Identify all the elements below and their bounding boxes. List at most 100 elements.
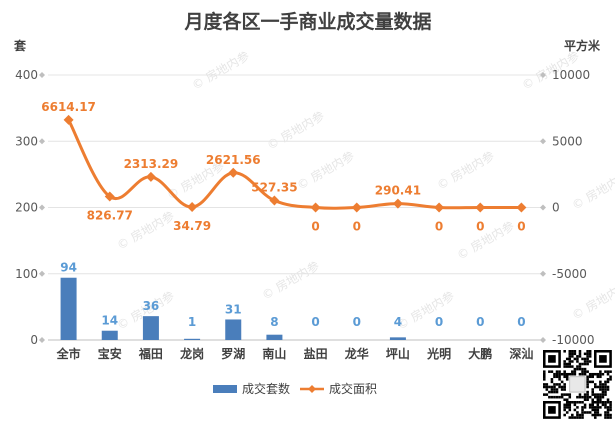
bar: [184, 338, 201, 340]
qr-module: [586, 370, 589, 373]
qr-module: [576, 367, 579, 371]
qr-module: [601, 403, 605, 407]
qr-module: [550, 370, 554, 373]
qr-module: [573, 416, 577, 419]
qr-module: [594, 372, 597, 376]
qr-module: [599, 370, 602, 373]
qr-module: [588, 406, 592, 409]
qr-code: [541, 348, 614, 421]
qr-module: [578, 365, 582, 368]
bar-label: 31: [225, 302, 242, 316]
category-label: 大鹏: [468, 346, 492, 361]
qr-module: [563, 362, 566, 366]
category-label: 龙华: [345, 346, 369, 361]
category-label: 宝安: [98, 346, 122, 361]
left-tick-label: 0: [30, 333, 38, 347]
qr-module: [573, 357, 577, 361]
qr-module: [550, 385, 554, 389]
qr-module: [568, 360, 572, 363]
left-tick-marker: [39, 270, 45, 277]
qr-module: [545, 385, 549, 389]
qr-module: [604, 411, 607, 414]
bar-label: 4: [394, 315, 402, 329]
qr-module: [558, 395, 561, 399]
qr-module: [591, 398, 594, 401]
left-tick-label: 300: [15, 134, 38, 148]
qr-module: [588, 375, 592, 379]
line-series: 6614.17 826.77 2313.29 34.79 2621.56 527.35 0 0…: [41, 100, 527, 234]
qr-module: [548, 390, 551, 394]
qr-module: [565, 362, 569, 366]
watermark-text: © 房地内参: [434, 148, 497, 193]
qr-module: [588, 411, 592, 414]
qr-module: [543, 393, 546, 396]
qr-module: [596, 375, 600, 379]
qr-module: [583, 367, 587, 371]
qr-module: [576, 401, 579, 404]
qr-module: [594, 385, 597, 389]
qr-module: [558, 370, 561, 373]
qr-module: [560, 380, 564, 384]
qr-module: [588, 372, 592, 376]
qr-module: [599, 406, 602, 409]
qr-module: [606, 385, 610, 389]
qr-module: [555, 370, 559, 373]
qr-module: [563, 413, 566, 417]
left-axis-unit: 套: [13, 38, 27, 53]
bar: [101, 330, 118, 340]
qr-module: [586, 395, 589, 399]
qr-module: [555, 395, 559, 399]
qr-module: [601, 390, 605, 394]
qr-module: [599, 388, 602, 391]
qr-module: [583, 352, 587, 356]
bar-label: 0: [476, 315, 484, 329]
qr-module: [571, 413, 574, 417]
qr-module: [594, 416, 597, 419]
qr-module: [543, 383, 546, 386]
qr-module: [571, 416, 574, 419]
qr-module: [576, 413, 579, 417]
qr-module: [604, 413, 607, 417]
qr-module: [555, 390, 559, 394]
qr-module: [573, 401, 577, 404]
bar-label: 0: [353, 315, 361, 329]
qr-module: [591, 413, 594, 417]
bar: [266, 334, 283, 340]
qr-module: [596, 401, 600, 404]
qr-module: [578, 362, 582, 366]
qr-module: [596, 411, 600, 414]
bar-label: 14: [101, 314, 118, 328]
line-point: [310, 202, 321, 213]
bar-label: 1: [188, 315, 196, 329]
qr-module: [568, 393, 572, 396]
qr-module: [576, 406, 579, 409]
qr-module: [578, 416, 582, 419]
qr-module: [606, 388, 610, 391]
right-tick-label: 5000: [552, 134, 583, 148]
qr-module: [576, 355, 579, 358]
left-tick-label: 100: [15, 267, 38, 281]
qr-module: [553, 395, 556, 399]
right-tick-marker: [540, 337, 546, 343]
qr-module: [571, 355, 574, 358]
qr-module: [560, 395, 564, 399]
right-tick-label: 10000: [552, 68, 590, 82]
qr-module: [581, 370, 584, 373]
qr-module: [568, 357, 572, 361]
qr-module: [565, 401, 569, 404]
category-label: 福田: [138, 346, 163, 361]
qr-module: [560, 388, 564, 391]
qr-module: [578, 372, 582, 376]
qr-module: [581, 362, 584, 366]
qr-module: [596, 398, 600, 401]
qr-module: [583, 360, 587, 363]
qr-module: [563, 370, 566, 373]
qr-module: [568, 401, 572, 404]
qr-module: [576, 357, 579, 361]
qr-module: [583, 372, 587, 376]
qr-module: [573, 352, 577, 356]
qr-module: [596, 372, 600, 376]
qr-module: [586, 362, 589, 366]
legend-marker-line: [308, 385, 316, 393]
